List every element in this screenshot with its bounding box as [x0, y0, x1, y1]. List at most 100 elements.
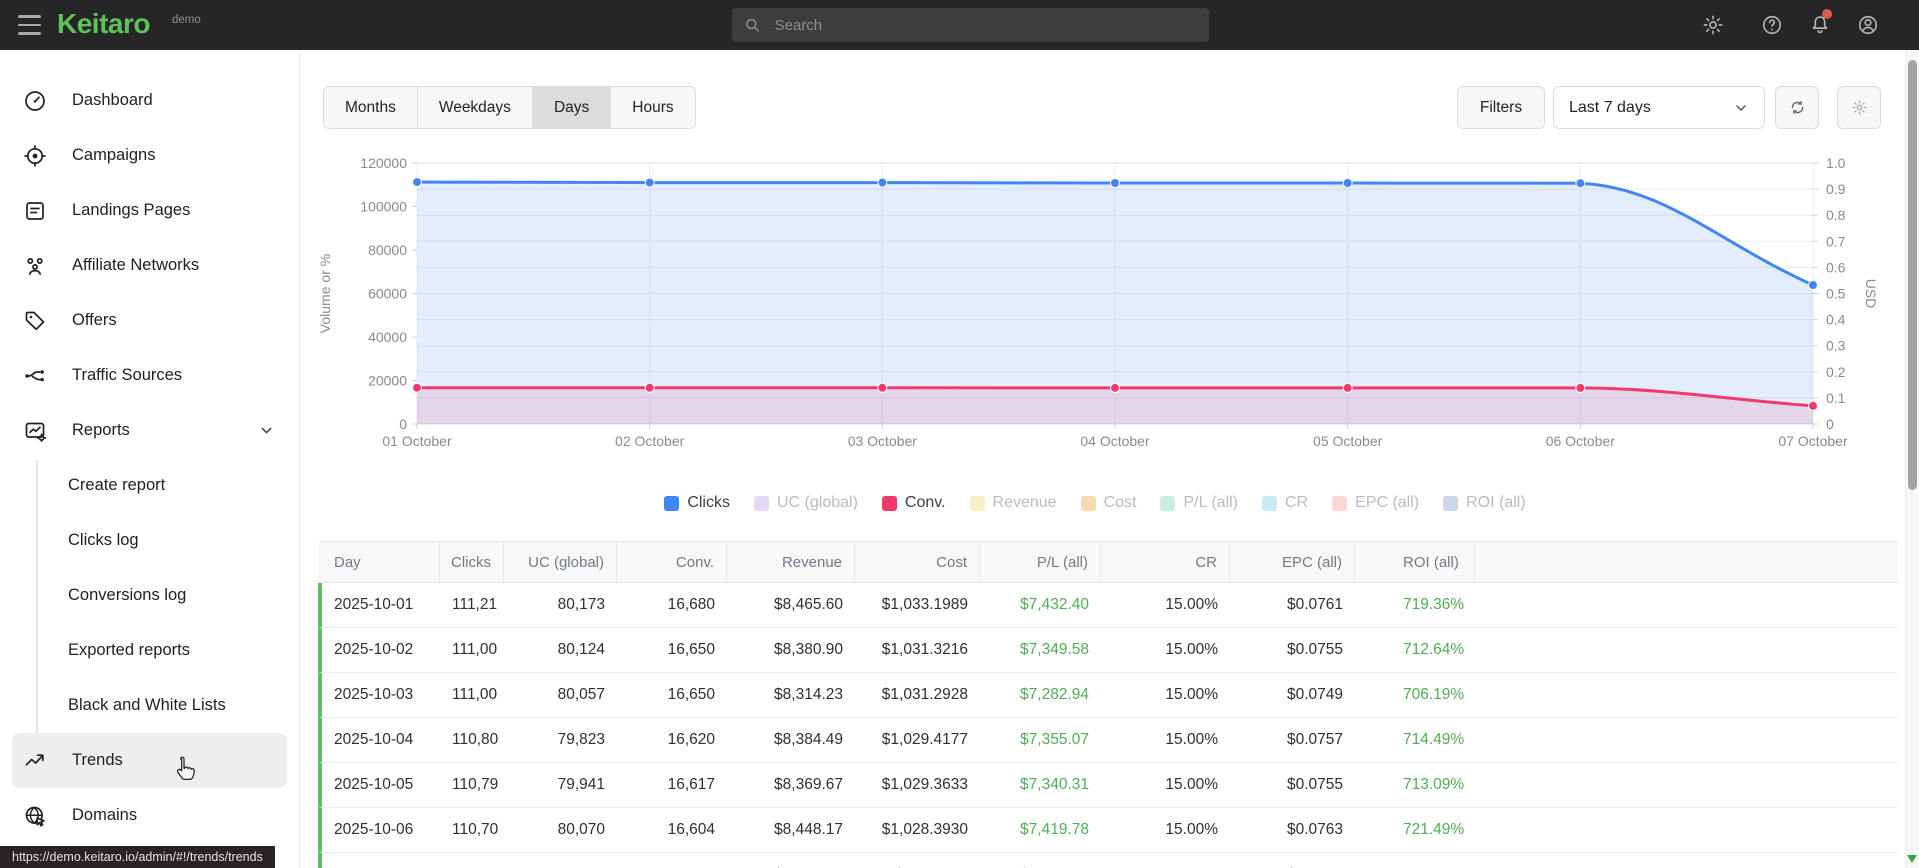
legend-label: Conv. — [904, 494, 946, 511]
legend-item-p-l-all-[interactable]: P/L (all) — [1160, 494, 1238, 512]
refresh-icon — [1791, 100, 1803, 115]
cell-epc-all-: $0.0761 — [1230, 866, 1355, 868]
svg-text:0.3: 0.3 — [1826, 338, 1846, 354]
sidebar-item-affiliate-networks[interactable]: Affiliate Networks — [0, 238, 299, 293]
legend-item-epc-all-[interactable]: EPC (all) — [1332, 494, 1419, 512]
cell-conv-: 16,680 — [667, 596, 715, 613]
trends-table: Day Clicks UC (global) Conv. Revenue Cost P/L … — [318, 541, 1898, 868]
legend-swatch — [1160, 495, 1176, 511]
legend-item-roi-all-[interactable]: ROI (all) — [1443, 494, 1526, 512]
column-header-p-l-all-: P/L (all) — [980, 542, 1101, 582]
svg-text:0.8: 0.8 — [1826, 207, 1846, 223]
search-input[interactable] — [772, 15, 1197, 35]
legend-item-conv-[interactable]: Conv. — [881, 494, 946, 512]
date-range-select[interactable]: Last 7 days — [1553, 86, 1765, 129]
cell-uc-global-: 80,070 — [557, 821, 605, 838]
affiliate-icon — [27, 257, 43, 275]
settings-gear-icon[interactable] — [1702, 14, 1724, 36]
svg-text:07 October: 07 October — [1778, 433, 1848, 449]
sidebar-item-traffic-sources[interactable]: Traffic Sources — [0, 348, 299, 403]
notifications-bell-icon[interactable] — [1809, 14, 1831, 36]
svg-text:02 October: 02 October — [615, 433, 685, 449]
tab-months[interactable]: Months — [324, 87, 418, 128]
sidebar-item-landings-pages[interactable]: Landings Pages — [0, 183, 299, 238]
legend-label: CR — [1285, 494, 1309, 511]
svg-text:0: 0 — [399, 416, 407, 432]
svg-text:0.9: 0.9 — [1826, 181, 1846, 197]
chart-settings-button[interactable] — [1837, 86, 1881, 129]
sidebar-item-conversions-log[interactable]: Conversions log — [0, 568, 299, 623]
sidebar-item-black-and-white-lists[interactable]: Black and White Lists — [0, 678, 299, 733]
sidebar-item-label: Trends — [72, 751, 123, 769]
brand-logo[interactable]: Keitaro — [57, 8, 150, 39]
table-row: 2025-10-06 110,70 80,070 16,604 $8,448.17 $1,… — [318, 808, 1898, 853]
svg-text:0.1: 0.1 — [1826, 390, 1846, 406]
tab-weekdays[interactable]: Weekdays — [418, 87, 533, 128]
cell-day: 2025-10-07 — [322, 866, 440, 868]
scrollbar-thumb[interactable] — [1908, 60, 1917, 490]
sidebar-item-campaigns[interactable]: Campaigns — [0, 128, 299, 183]
column-header-filler — [1475, 542, 1898, 582]
column-header-clicks: Clicks — [440, 542, 504, 582]
menu-toggle-icon[interactable] — [18, 15, 41, 35]
legend-label: Cost — [1103, 494, 1137, 511]
legend-item-clicks[interactable]: Clicks — [664, 494, 730, 512]
link-preview-statusbar: https://demo.keitaro.io/admin/#!/trends/… — [0, 846, 275, 868]
sidebar-item-dashboard[interactable]: Dashboard — [0, 73, 299, 128]
svg-text:20000: 20000 — [368, 373, 407, 389]
chevron-down-icon — [1736, 104, 1746, 111]
cell-conv-: 16,604 — [667, 821, 715, 838]
sidebar-item-label: Black and White Lists — [68, 696, 226, 714]
account-icon[interactable] — [1857, 14, 1879, 36]
cell-day: 2025-10-05 — [334, 776, 414, 793]
filters-button[interactable]: Filters — [1457, 86, 1545, 129]
topbar: Keitaro demo — [0, 0, 1919, 50]
cell-epc-all-: $0.0755 — [1286, 641, 1343, 658]
sidebar-item-exported-reports[interactable]: Exported reports — [0, 623, 299, 678]
sidebar-item-domains[interactable]: Domains — [0, 788, 299, 843]
sidebar-item-create-report[interactable]: Create report — [0, 458, 299, 513]
sidebar-item-offers[interactable]: Offers — [0, 293, 299, 348]
sidebar-item-label: Exported reports — [68, 641, 190, 659]
sidebar-item-reports[interactable]: Reports — [0, 403, 299, 458]
global-search[interactable] — [732, 8, 1209, 42]
dashboard-icon — [25, 90, 45, 111]
legend-item-cr[interactable]: CR — [1262, 494, 1308, 512]
svg-text:80000: 80000 — [368, 242, 407, 258]
reports-icon — [25, 422, 47, 442]
table-row: 2025-10-01 111,21 80,173 16,680 $8,465.60 $1,… — [318, 583, 1898, 628]
cell-conv-: 9,585 — [617, 866, 727, 868]
cell-epc-all-: $0.0749 — [1286, 686, 1343, 703]
cell-roi-all-: 714.49% — [1403, 731, 1465, 748]
legend-label: P/L (all) — [1183, 494, 1238, 511]
cell-day: 2025-10-04 — [334, 731, 414, 748]
main-content: Months Weekdays Days Hours Filters Last 7 d… — [300, 50, 1919, 868]
svg-text:01 October: 01 October — [382, 433, 452, 449]
refresh-button[interactable] — [1775, 86, 1819, 129]
cell-roi-all-: 722.03% — [1355, 866, 1475, 868]
sidebar-item-label: Campaigns — [72, 146, 156, 164]
help-icon[interactable] — [1761, 14, 1783, 36]
submenu-connector-line — [36, 460, 38, 733]
legend-item-uc-global-[interactable]: UC (global) — [753, 494, 858, 512]
legend-swatch — [1332, 495, 1348, 511]
sidebar-item-label: Affiliate Networks — [72, 256, 200, 274]
svg-text:03 October: 03 October — [848, 433, 918, 449]
sidebar-item-clicks-log[interactable]: Clicks log — [0, 513, 299, 568]
cell-cost: $1,029.4177 — [881, 731, 968, 748]
legend-item-cost[interactable]: Cost — [1080, 494, 1137, 512]
legend-item-revenue[interactable]: Revenue — [969, 494, 1057, 512]
column-header-cost: Cost — [855, 542, 980, 582]
page-scrollbar[interactable] — [1905, 50, 1919, 868]
cell-clicks: 110,70 — [452, 821, 499, 838]
cell-roi-all-: 706.19% — [1403, 686, 1465, 703]
tab-days[interactable]: Days — [532, 87, 612, 128]
cell-revenue: $8,465.60 — [774, 596, 843, 613]
cell-p-l-all-: $7,432.40 — [1020, 596, 1089, 613]
cell-p-l-all-: $7,419.78 — [1020, 821, 1089, 838]
table-row: 2025-10-05 110,79 79,941 16,617 $8,369.67 $1,… — [318, 763, 1898, 808]
cell-day: 2025-10-01 — [334, 596, 414, 613]
sidebar-item-trends[interactable]: Trends — [12, 733, 287, 788]
tab-hours[interactable]: Hours — [632, 98, 674, 116]
cell-cost: $1,031.2928 — [881, 686, 968, 703]
